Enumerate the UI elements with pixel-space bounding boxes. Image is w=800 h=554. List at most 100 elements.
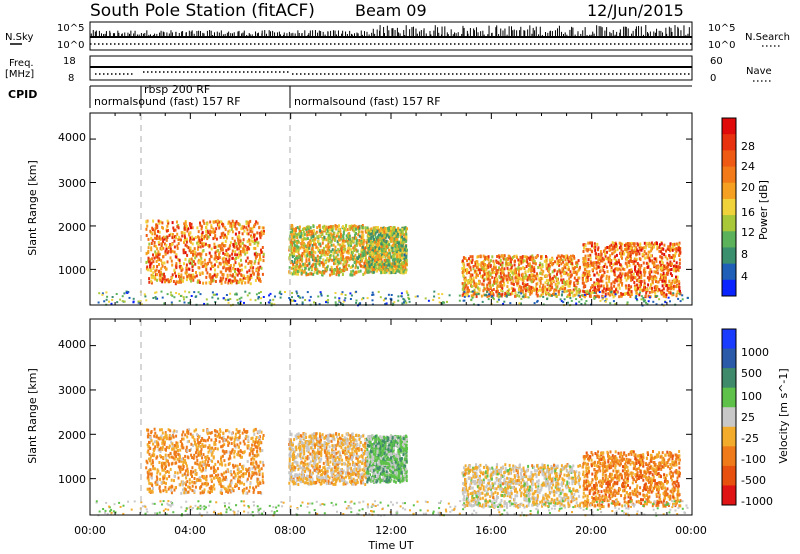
- range-gate-cell: [387, 241, 390, 244]
- range-gate-cell: [500, 275, 503, 279]
- range-gate-cell: [337, 242, 340, 246]
- range-gate-cell: [178, 293, 181, 296]
- range-gate-cell: [636, 283, 638, 287]
- range-gate-cell: [192, 275, 195, 279]
- range-gate-cell: [322, 270, 325, 274]
- range-gate-cell: [262, 296, 265, 298]
- range-gate-cell: [601, 279, 604, 283]
- range-gate-cell: [604, 246, 607, 250]
- range-gate-cell: [221, 273, 224, 276]
- range-gate-cell: [473, 288, 476, 292]
- range-gate-cell: [157, 270, 160, 274]
- range-gate-cell: [545, 261, 548, 265]
- range-gate-cell: [209, 267, 212, 271]
- range-gate-cell: [605, 287, 608, 291]
- range-gate-cell: [555, 286, 558, 290]
- range-gate-cell: [369, 255, 372, 259]
- range-gate-cell: [596, 294, 599, 298]
- range-gate-cell: [624, 284, 627, 288]
- range-gate-cell: [387, 227, 389, 230]
- range-gate-cell: [507, 268, 510, 272]
- range-gate-cell: [210, 247, 213, 251]
- range-gate-cell: [585, 277, 587, 281]
- range-gate-cell: [352, 264, 354, 268]
- range-gate-cell: [319, 244, 322, 248]
- range-gate-cell: [487, 271, 490, 275]
- range-gate-cell: [161, 261, 164, 265]
- range-gate-cell: [669, 262, 672, 266]
- range-gate-cell: [247, 232, 250, 236]
- range-gate-cell: [229, 266, 232, 270]
- range-gate-cell: [609, 248, 612, 252]
- range-gate-cell: [389, 229, 392, 233]
- range-gate-cell: [390, 231, 393, 235]
- range-gate-cell: [486, 283, 489, 287]
- range-gate-cell: [185, 263, 188, 267]
- range-gate-cell: [196, 241, 199, 245]
- range-gate-cell: [351, 257, 354, 261]
- range-gate-cell: [145, 260, 148, 264]
- range-gate-cell: [613, 242, 616, 246]
- range-gate-cell: [246, 228, 249, 232]
- range-gate-cell: [331, 233, 333, 237]
- range-gate-cell: [184, 236, 186, 240]
- range-gate-cell: [224, 240, 227, 243]
- range-gate-cell: [481, 261, 484, 265]
- range-gate-cell: [643, 271, 646, 275]
- range-gate-cell: [176, 244, 179, 248]
- range-gate-cell: [159, 275, 162, 279]
- noise-tick-low-left: 10^0: [57, 40, 84, 51]
- range-gate-cell: [538, 264, 541, 268]
- range-gate-cell: [645, 288, 648, 291]
- range-gate-cell: [619, 277, 622, 280]
- range-gate-cell: [597, 258, 600, 262]
- range-gate-cell: [470, 285, 473, 288]
- range-gate-cell: [293, 239, 296, 243]
- range-gate-cell: [146, 265, 149, 269]
- range-gate-cell: [388, 258, 391, 262]
- range-gate-cell: [472, 292, 475, 296]
- range-gate-cell: [488, 278, 491, 282]
- range-gate-cell: [529, 278, 532, 282]
- range-gate-cell: [568, 268, 570, 272]
- range-gate-cell: [541, 277, 544, 281]
- range-gate-cell: [400, 253, 403, 257]
- range-gate-cell: [234, 278, 237, 282]
- range-gate-cell: [563, 290, 566, 294]
- range-gate-cell: [185, 237, 188, 241]
- range-gate-cell: [237, 234, 240, 238]
- range-gate-cell: [386, 233, 389, 237]
- range-gate-cell: [405, 268, 408, 272]
- range-gate-cell: [151, 238, 154, 242]
- range-gate-cell: [152, 253, 154, 257]
- range-gate-cell: [308, 255, 311, 259]
- range-gate-cell: [220, 220, 223, 224]
- range-gate-cell: [466, 259, 468, 263]
- range-gate-cell: [262, 232, 265, 235]
- range-gate-cell: [675, 261, 678, 265]
- range-gate-cell: [502, 279, 505, 283]
- range-gate-cell: [564, 281, 567, 285]
- range-gate-cell: [390, 262, 393, 266]
- range-gate-cell: [359, 256, 362, 260]
- range-gate-cell: [584, 272, 587, 276]
- range-gate-cell: [588, 264, 591, 268]
- range-gate-cell: [620, 255, 623, 258]
- range-gate-cell: [618, 286, 621, 290]
- range-gate-cell: [377, 233, 380, 237]
- range-gate-cell: [618, 295, 621, 299]
- range-gate-cell: [303, 252, 306, 256]
- range-gate-cell: [578, 291, 581, 295]
- range-gate-cell: [343, 299, 346, 302]
- range-gate-cell: [611, 293, 614, 297]
- range-gate-cell: [639, 271, 642, 275]
- range-gate-cell: [576, 262, 579, 266]
- range-gate-cell: [613, 246, 616, 250]
- range-gate-cell: [164, 265, 167, 269]
- range-gate-cell: [634, 276, 637, 280]
- range-gate-cell: [627, 291, 629, 295]
- range-gate-cell: [499, 280, 502, 284]
- range-gate-cell: [250, 276, 253, 280]
- range-gate-cell: [291, 246, 294, 250]
- range-gate-cell: [220, 270, 223, 274]
